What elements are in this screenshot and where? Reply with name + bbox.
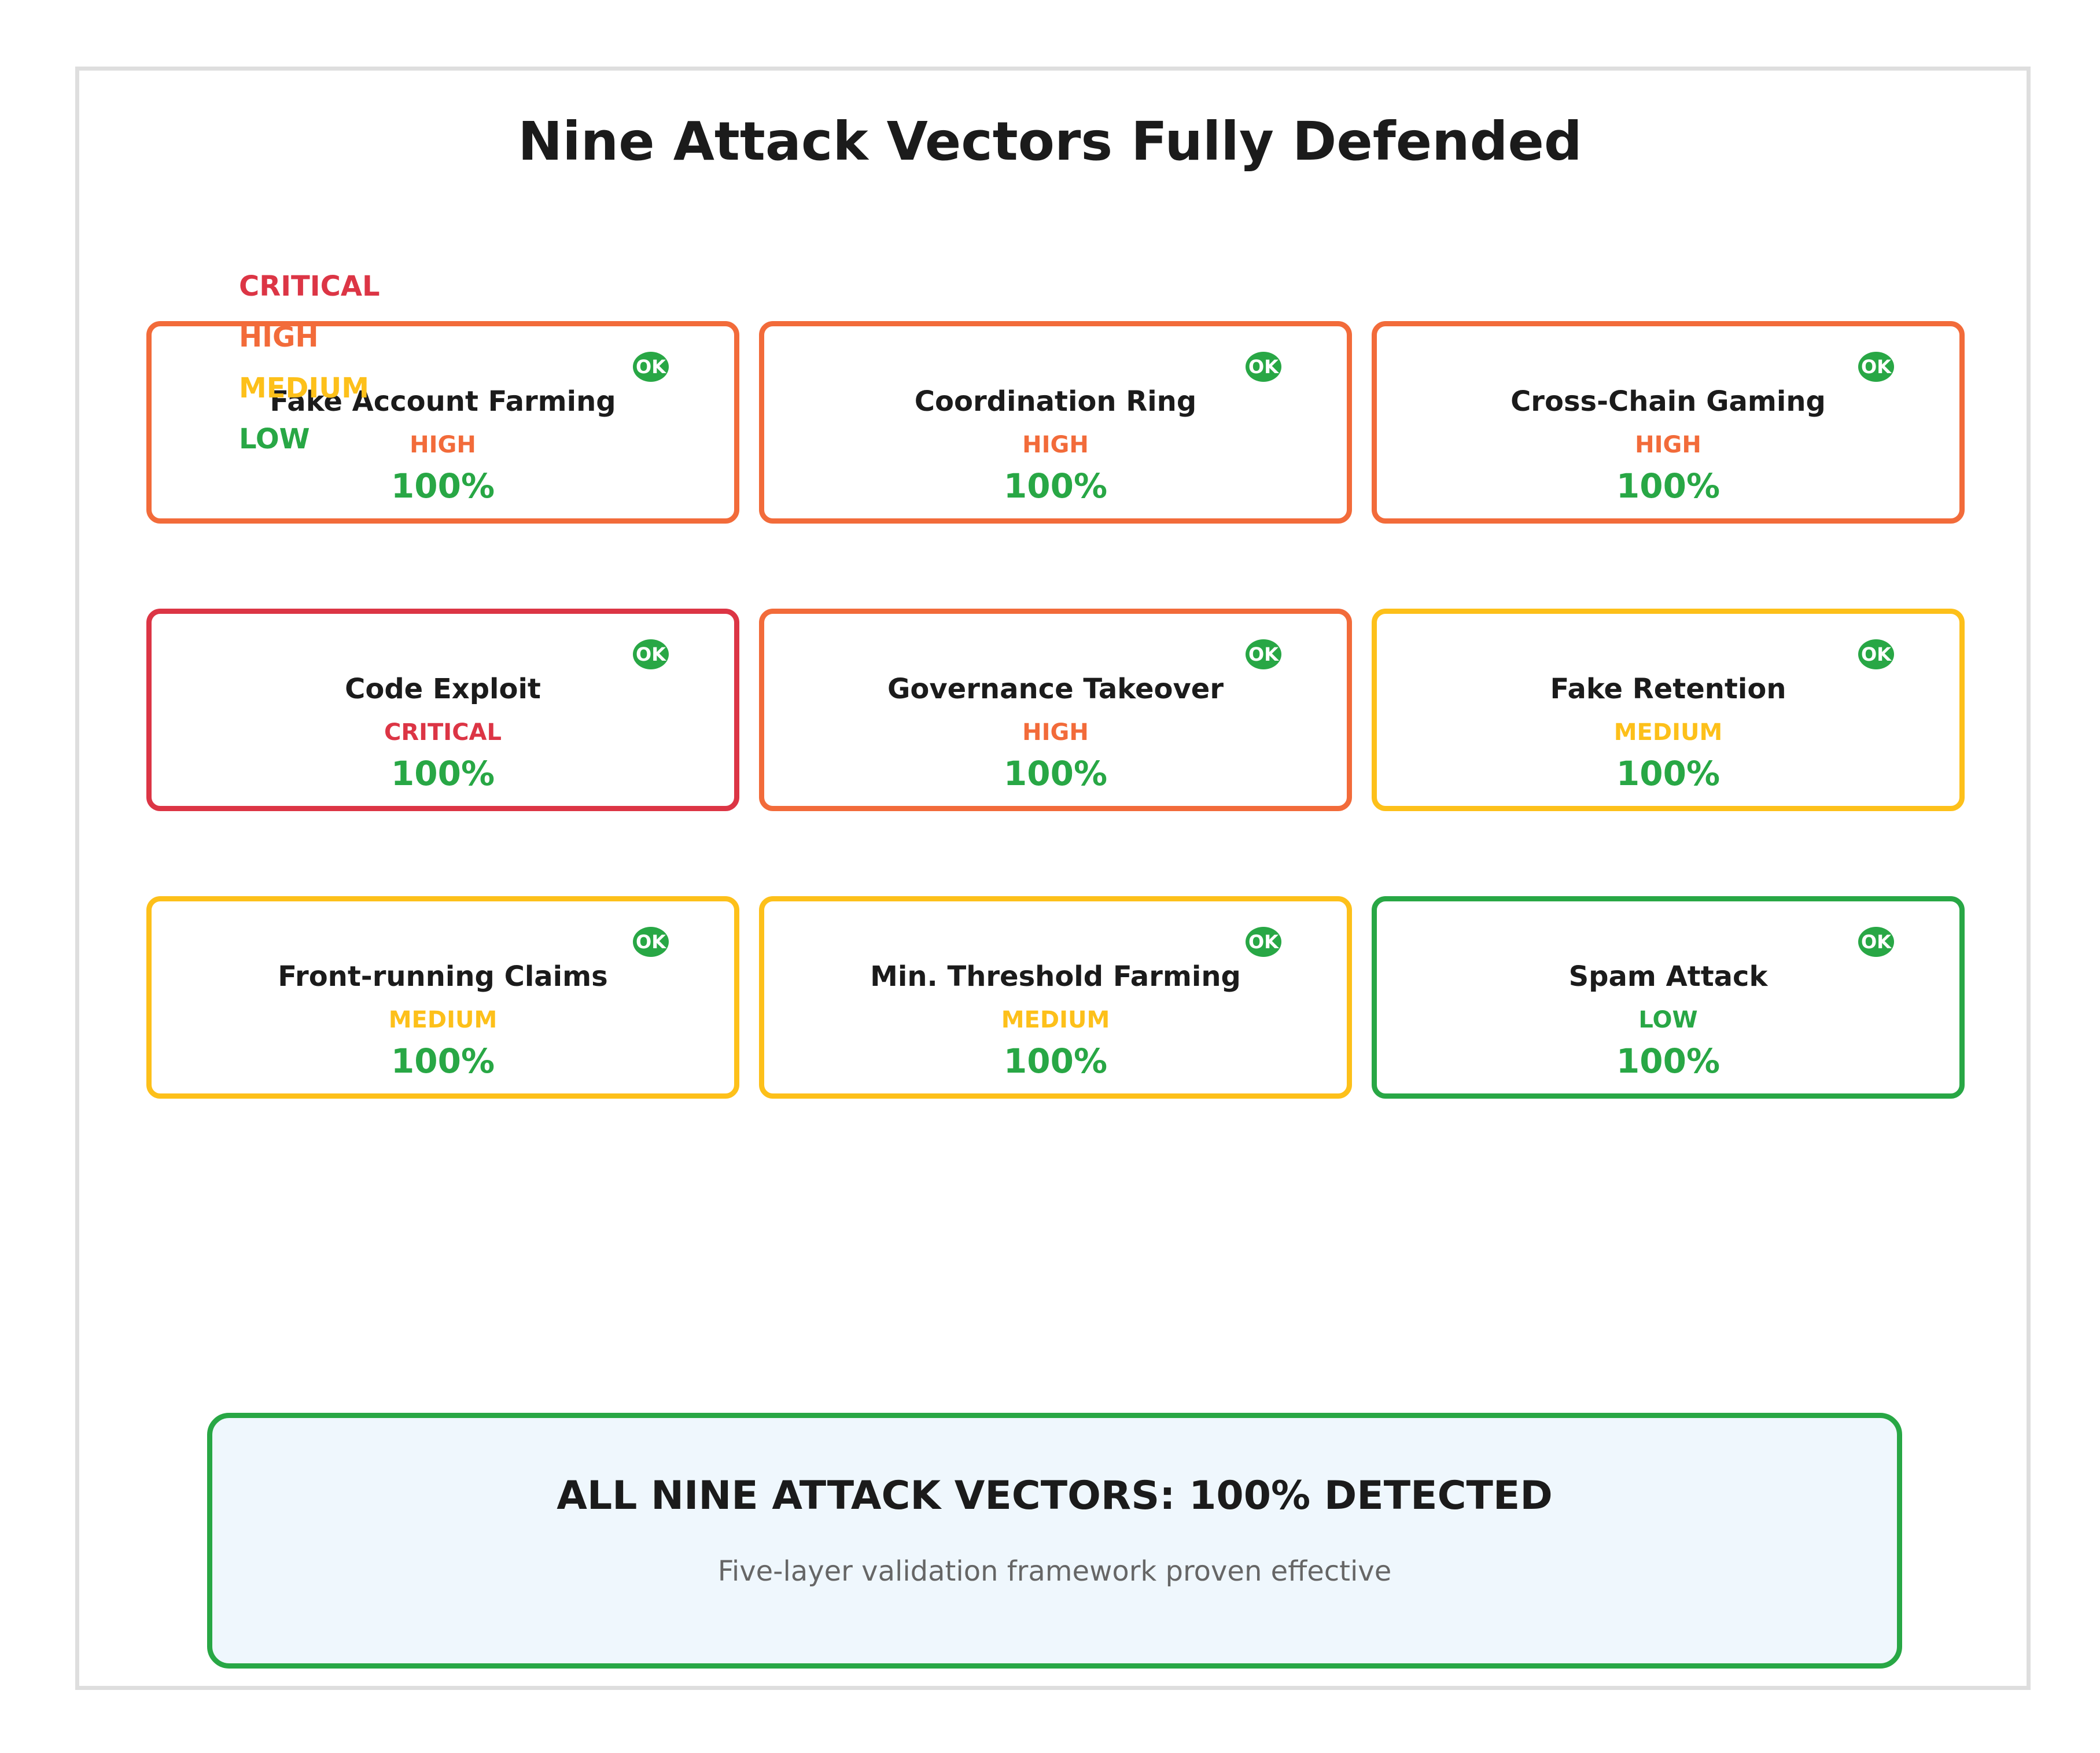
legend-item-medium: MEDIUM	[239, 372, 369, 404]
vector-name: Governance Takeover	[887, 673, 1224, 705]
ok-check-badge: OK	[633, 352, 669, 382]
ok-check-badge: OK	[1246, 352, 1281, 382]
vector-card: OK Governance Takeover HIGH 100%	[759, 609, 1352, 811]
vector-name: Code Exploit	[345, 673, 541, 705]
vector-card: OK Fake Account Farming HIGH 100%	[146, 321, 739, 524]
ok-check-badge: OK	[633, 639, 669, 669]
severity-label: MEDIUM	[1613, 719, 1723, 746]
attack-vector-grid: OK Fake Account Farming HIGH 100% OK Coo…	[146, 321, 1965, 1099]
severity-label: HIGH	[1635, 432, 1701, 458]
vector-card: OK Code Exploit CRITICAL 100%	[146, 609, 739, 811]
legend-item-high: HIGH	[239, 321, 319, 353]
vector-name: Fake Account Farming	[270, 385, 616, 418]
detection-rate: 100%	[390, 466, 495, 506]
ok-check-badge: OK	[1246, 639, 1281, 669]
ok-check-badge: OK	[633, 927, 669, 957]
detection-rate: 100%	[390, 754, 495, 793]
detection-rate: 100%	[1616, 754, 1720, 793]
vector-card: OK Min. Threshold Farming MEDIUM 100%	[759, 896, 1352, 1099]
summary-box: ALL NINE ATTACK VECTORS: 100% DETECTED F…	[207, 1413, 1902, 1669]
severity-label: MEDIUM	[1001, 1007, 1110, 1033]
severity-label: HIGH	[1022, 719, 1089, 746]
detection-rate: 100%	[1616, 1041, 1720, 1081]
detection-rate: 100%	[390, 1041, 495, 1081]
detection-rate: 100%	[1003, 754, 1108, 793]
vector-name: Front-running Claims	[278, 960, 608, 993]
severity-label: MEDIUM	[388, 1007, 498, 1033]
severity-label: HIGH	[410, 432, 476, 458]
ok-check-badge: OK	[1246, 927, 1281, 957]
summary-subtitle: Five-layer validation framework proven e…	[717, 1555, 1392, 1588]
summary-title: ALL NINE ATTACK VECTORS: 100% DETECTED	[557, 1473, 1553, 1519]
vector-card: OK Cross-Chain Gaming HIGH 100%	[1372, 321, 1965, 524]
ok-check-badge: OK	[1858, 927, 1894, 957]
vector-card: OK Coordination Ring HIGH 100%	[759, 321, 1352, 524]
severity-label: HIGH	[1022, 432, 1089, 458]
ok-check-badge: OK	[1858, 639, 1894, 669]
detection-rate: 100%	[1003, 466, 1108, 506]
detection-rate: 100%	[1616, 466, 1720, 506]
severity-label: CRITICAL	[384, 719, 502, 746]
ok-check-badge: OK	[1858, 352, 1894, 382]
page-title: Nine Attack Vectors Fully Defended	[518, 111, 1582, 172]
legend-item-critical: CRITICAL	[239, 270, 380, 303]
severity-label: LOW	[1638, 1007, 1698, 1033]
vector-name: Cross-Chain Gaming	[1510, 385, 1826, 418]
vector-card: OK Front-running Claims MEDIUM 100%	[146, 896, 739, 1099]
vector-card: OK Spam Attack LOW 100%	[1372, 896, 1965, 1099]
vector-card: OK Fake Retention MEDIUM 100%	[1372, 609, 1965, 811]
detection-rate: 100%	[1003, 1041, 1108, 1081]
vector-name: Coordination Ring	[914, 385, 1197, 418]
vector-name: Spam Attack	[1568, 960, 1768, 993]
legend-item-low: LOW	[239, 423, 310, 455]
vector-name: Min. Threshold Farming	[870, 960, 1241, 993]
severity-legend: CRITICAL HIGH MEDIUM LOW	[239, 269, 380, 473]
vector-name: Fake Retention	[1550, 673, 1786, 705]
